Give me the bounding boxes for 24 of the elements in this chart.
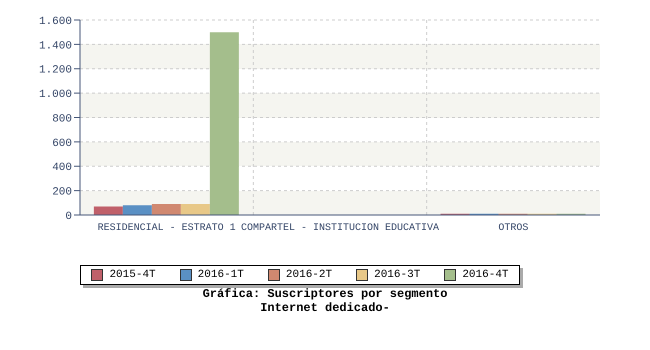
bar xyxy=(152,204,181,215)
text: Internet dedicado- xyxy=(259,301,391,315)
bar xyxy=(122,205,152,215)
bar xyxy=(180,204,210,215)
x-tick-label: RESIDENCIAL - ESTRATO 1 xyxy=(98,223,236,234)
legend-label: 2016-2T xyxy=(284,269,332,281)
y-tick-label: 0 xyxy=(65,210,72,223)
x-tick-label: OTROS xyxy=(498,223,528,234)
x-tick-label: COMPARTEL - INSTITUCION EDUCATIVA xyxy=(240,223,440,234)
text: Gráfica: Suscriptores por segmento xyxy=(202,287,448,301)
y-tick-label: 1.600 xyxy=(38,16,72,28)
bar xyxy=(210,32,239,215)
legend-label: 2016-4T xyxy=(461,269,509,281)
y-tick-label: 1.000 xyxy=(38,89,72,102)
legend-label: 2016-1T xyxy=(196,269,244,281)
y-tick-label: 1.400 xyxy=(38,40,72,52)
y-tick-label: 400 xyxy=(52,162,72,174)
legend-label: 2016-3T xyxy=(373,269,420,281)
bar xyxy=(94,206,123,215)
y-tick-label: 1.200 xyxy=(38,64,72,77)
legend-label: 2015-4T xyxy=(108,269,156,281)
y-tick-label: 600 xyxy=(52,138,72,150)
y-tick-label: 800 xyxy=(52,113,72,126)
y-tick-label: 200 xyxy=(52,186,72,199)
